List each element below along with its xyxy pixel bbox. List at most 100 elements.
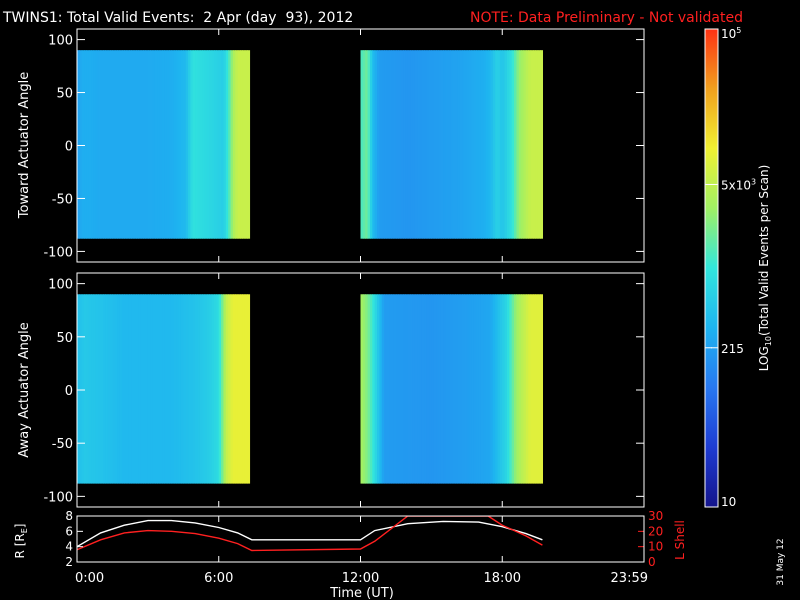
heatmap-cell [537,50,541,239]
heatmap-cell [100,294,104,484]
heatmap-cell [447,50,451,239]
heatmap-cell [240,50,243,239]
heatmap-cell [84,50,88,239]
heatmap-cell [147,294,151,484]
heatmap-cell [247,50,251,239]
heatmap-cell [98,294,102,484]
heatmap-cell [381,294,385,484]
heatmap-cell [540,50,544,239]
heatmap-cell [190,294,194,484]
r-tick-label: 6 [65,524,73,538]
heatmap-cell [95,50,99,239]
time-axis-ticks: 0:00 6:00 12:00 18:00 23:59 [75,29,648,586]
heatmap-cell [98,50,102,239]
r-tick-label: 8 [65,509,73,523]
heatmap-cell [405,50,409,239]
heatmap-cell [173,50,177,239]
heatmap-cell [530,50,534,239]
heatmap-cell [403,294,406,484]
heatmap-cell [523,50,527,239]
heatmap-cell [162,294,166,484]
heatmap-cell [171,50,175,239]
heatmap-cell [455,294,458,484]
heatmap-cell [535,294,539,484]
heatmap-cell [178,294,182,484]
heatmap-cell [379,294,383,484]
heatmap-cell [230,294,234,484]
heatmap-cell [393,294,397,484]
heatmap-cell [105,294,109,484]
heatmap-cell [247,294,251,484]
y-tick-label: 100 [48,278,73,293]
heatmap-cell [497,50,501,239]
heatmap-cell [393,50,397,239]
heatmap-cell [419,294,423,484]
heatmap-cell [197,294,201,484]
heatmap-cell [450,294,454,484]
heatmap-cell [84,294,88,484]
heatmap-cell [143,50,147,239]
heatmap-cell [235,50,239,239]
heatmap-cell [216,50,220,239]
heatmap-cell [495,50,499,239]
heatmap-cell [91,50,95,239]
heatmap-cell [180,50,184,239]
heatmap-cell [173,294,177,484]
heatmap-cell [164,50,168,239]
heatmap-cell [152,50,156,239]
heatmap-cell [188,294,191,484]
heatmap-cell [452,294,456,484]
heatmap-cell [535,50,539,239]
heatmap-cell [204,50,208,239]
heatmap-cell [171,294,175,484]
heatmap-cell [497,294,501,484]
heatmap-cell [374,294,378,484]
r-tick-label: 2 [65,555,73,569]
heatmap-cell [540,294,544,484]
heatmap-cell [140,294,144,484]
heatmap-cell [206,294,210,484]
heatmap-cell [166,294,170,484]
heatmap-cell [518,50,522,239]
heatmap-cell [379,50,383,239]
heatmap-cell [528,294,532,484]
heatmap-cell [140,50,144,239]
heatmap-cell [410,50,414,239]
heatmap-cell [377,50,380,239]
heatmap-cell [77,50,80,239]
heatmap-cell [166,50,170,239]
heatmap-cell [136,50,140,239]
heatmap-cell [391,294,395,484]
l-shell-axis-label: L Shell [673,520,687,560]
heatmap-cell [362,294,366,484]
heatmap-cell [412,50,416,239]
heatmap-cell [169,50,173,239]
colorbar-tick-label: 215 [721,342,744,356]
heatmap-cell [209,50,213,239]
y-tick-label: 0 [65,384,73,399]
heatmap-cell [237,294,241,484]
heatmap-cell [381,50,385,239]
heatmap-cell [128,294,132,484]
heatmap-cell [457,294,461,484]
heatmap-cell [112,294,116,484]
heatmap-cell [223,294,227,484]
colorbar-ticks: 105 5x103 215 10 [705,26,756,509]
heatmap-cell [469,294,473,484]
heatmap-cell [462,294,466,484]
heatmap-cell [362,50,366,239]
heatmap-cell [384,50,388,239]
heatmap-cell [365,50,369,239]
heatmap-cell [447,294,451,484]
heatmap-cell [192,50,196,239]
heatmap-cell [473,294,477,484]
heatmap-cell [237,50,241,239]
heatmap-cell [117,294,121,484]
heatmap-cell [403,50,406,239]
heatmap-cell [443,294,447,484]
time-axis-label: Time (UT) [329,586,394,600]
heatmap-cell [466,50,470,239]
heatmap-cell [443,50,447,239]
heatmap-cell [414,50,418,239]
heatmap-cell [499,294,503,484]
